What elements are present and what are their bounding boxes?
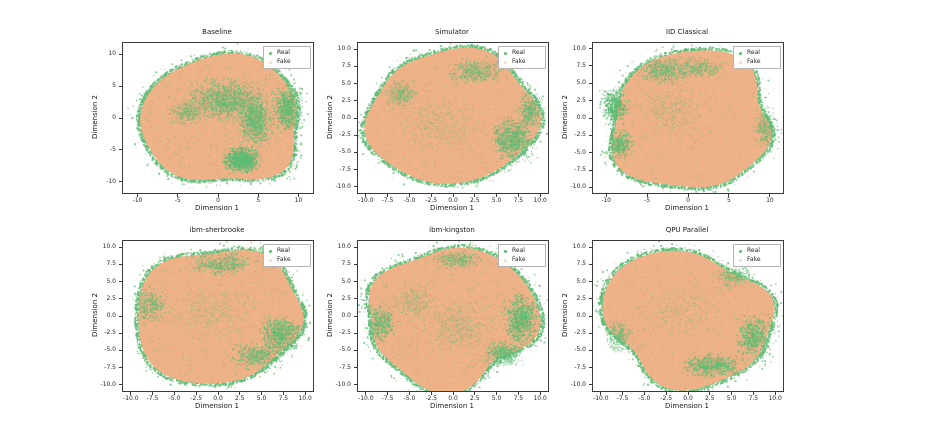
y-axis-ticks: 10.0 7.5 5.0 2.5 0.0 -2.5 -5.0 -7.5 -10.0	[100, 243, 116, 388]
legend: Real Fake	[263, 244, 311, 267]
fake-marker-icon	[269, 60, 272, 64]
legend-entry-real: Real	[739, 248, 776, 254]
plot-area: 10.0 7.5 5.0 2.5 0.0 -2.5 -5.0 -7.5 -10.0 -10.0-…	[335, 240, 549, 402]
subplot-title: ibm-kingston	[429, 226, 475, 234]
legend-entry-real: Real	[504, 248, 541, 254]
fake-marker-icon	[739, 258, 742, 262]
fake-marker-icon	[739, 60, 742, 64]
legend-label-fake: Fake	[277, 256, 291, 263]
legend: Real Fake	[498, 244, 546, 267]
legend-entry-fake: Fake	[269, 59, 306, 65]
legend-entry-fake: Fake	[739, 257, 776, 263]
fake-marker-icon	[269, 258, 272, 262]
subplot-title: Simulator	[435, 28, 469, 36]
subplot-grid: Baseline Dimension 2 10 5 0 -5 -10 -10 -5 0 5 10…	[82, 16, 787, 412]
legend: Real Fake	[733, 46, 781, 69]
real-marker-icon	[269, 249, 272, 253]
legend: Real Fake	[733, 244, 781, 267]
legend-label-fake: Fake	[747, 58, 761, 65]
plot-area: 10.0 7.5 5.0 2.5 0.0 -2.5 -5.0 -7.5 -10.0 -10 -5 0…	[570, 42, 784, 204]
y-axis-ticks: 10 5 0 -5 -10	[106, 50, 116, 185]
x-axis-ticks: -10.0 -7.5 -5.0 -2.5 0.0 2.5 5.0 7.5 10.0	[593, 395, 782, 402]
legend-entry-fake: Fake	[504, 59, 541, 65]
legend-label-real: Real	[747, 247, 760, 254]
fake-marker-icon	[504, 60, 507, 64]
plot-area: 10.0 7.5 5.0 2.5 0.0 -2.5 -5.0 -7.5 -10.0 -10.0-…	[570, 240, 784, 402]
y-axis-ticks: 10.0 7.5 5.0 2.5 0.0 -2.5 -5.0 -7.5 -10.0	[335, 243, 351, 388]
x-axis-ticks: -10.0 -7.5 -5.0 -2.5 0.0 2.5 5.0 7.5 10.0	[123, 395, 312, 402]
real-marker-icon	[269, 51, 272, 55]
legend-label-fake: Fake	[747, 256, 761, 263]
legend: Real Fake	[263, 46, 311, 69]
subplot-title: QPU Parallel	[665, 226, 709, 234]
x-axis-label: Dimension 1	[665, 204, 709, 212]
subplot-ibm-kingston: ibm-kingston Dimension 2 10.0 7.5 5.0 2.5 0.…	[317, 214, 552, 412]
x-axis-ticks: -10.0 -7.5 -5.0 -2.5 0.0 2.5 5.0 7.5 10.0	[358, 395, 547, 402]
subplot-baseline: Baseline Dimension 2 10 5 0 -5 -10 -10 -5 0 5 10…	[82, 16, 317, 214]
subplot-title: ibm-sherbrooke	[189, 226, 245, 234]
subplot-simulator: Simulator Dimension 2 10.0 7.5 5.0 2.5 0.0 -2…	[317, 16, 552, 214]
legend-entry-real: Real	[269, 248, 306, 254]
x-axis-label: Dimension 1	[195, 402, 239, 410]
fake-marker-icon	[504, 258, 507, 262]
x-axis-label: Dimension 1	[195, 204, 239, 212]
legend-label-fake: Fake	[512, 256, 526, 263]
x-axis-ticks: -10.0 -7.5 -5.0 -2.5 0.0 2.5 5.0 7.5 10.0	[358, 197, 547, 204]
x-axis-label: Dimension 1	[430, 204, 474, 212]
subplot-qpu-parallel: QPU Parallel Dimension 2 10.0 7.5 5.0 2.5 0.…	[552, 214, 787, 412]
legend-label-real: Real	[747, 49, 760, 56]
y-axis-ticks: 10.0 7.5 5.0 2.5 0.0 -2.5 -5.0 -7.5 -10.0	[335, 45, 351, 190]
x-axis-label: Dimension 1	[665, 402, 709, 410]
subplot-title: Baseline	[202, 28, 232, 36]
legend-label-fake: Fake	[277, 58, 291, 65]
legend-entry-fake: Fake	[504, 257, 541, 263]
x-axis-ticks: -10 -5 0 5 10	[132, 197, 303, 204]
legend-label-real: Real	[512, 49, 525, 56]
legend-entry-fake: Fake	[739, 59, 776, 65]
legend-entry-fake: Fake	[269, 257, 306, 263]
real-marker-icon	[504, 51, 507, 55]
legend-label-real: Real	[512, 247, 525, 254]
legend-label-real: Real	[277, 247, 290, 254]
legend-entry-real: Real	[269, 50, 306, 56]
y-axis-ticks: 10.0 7.5 5.0 2.5 0.0 -2.5 -5.0 -7.5 -10.0	[570, 243, 586, 388]
legend-entry-real: Real	[739, 50, 776, 56]
legend-label-fake: Fake	[512, 58, 526, 65]
plot-area: 10 5 0 -5 -10 -10 -5 0 5 10 Real Fake	[106, 42, 314, 204]
x-axis-ticks: -10 -5 0 5 10	[601, 197, 774, 204]
legend-entry-real: Real	[504, 50, 541, 56]
plot-area: 10.0 7.5 5.0 2.5 0.0 -2.5 -5.0 -7.5 -10.0 -10.0-…	[335, 42, 549, 204]
plot-area: 10.0 7.5 5.0 2.5 0.0 -2.5 -5.0 -7.5 -10.0 -10.0-…	[100, 240, 314, 402]
legend: Real Fake	[498, 46, 546, 69]
real-marker-icon	[739, 249, 742, 253]
x-axis-label: Dimension 1	[430, 402, 474, 410]
subplot-ibm-sherbrooke: ibm-sherbrooke Dimension 2 10.0 7.5 5.0 2.5…	[82, 214, 317, 412]
real-marker-icon	[739, 51, 742, 55]
subplot-iid-classical: IID Classical Dimension 2 10.0 7.5 5.0 2.5 0…	[552, 16, 787, 214]
legend-label-real: Real	[277, 49, 290, 56]
subplot-title: IID Classical	[665, 28, 709, 36]
real-marker-icon	[504, 249, 507, 253]
y-axis-ticks: 10.0 7.5 5.0 2.5 0.0 -2.5 -5.0 -7.5 -10.0	[570, 44, 586, 191]
